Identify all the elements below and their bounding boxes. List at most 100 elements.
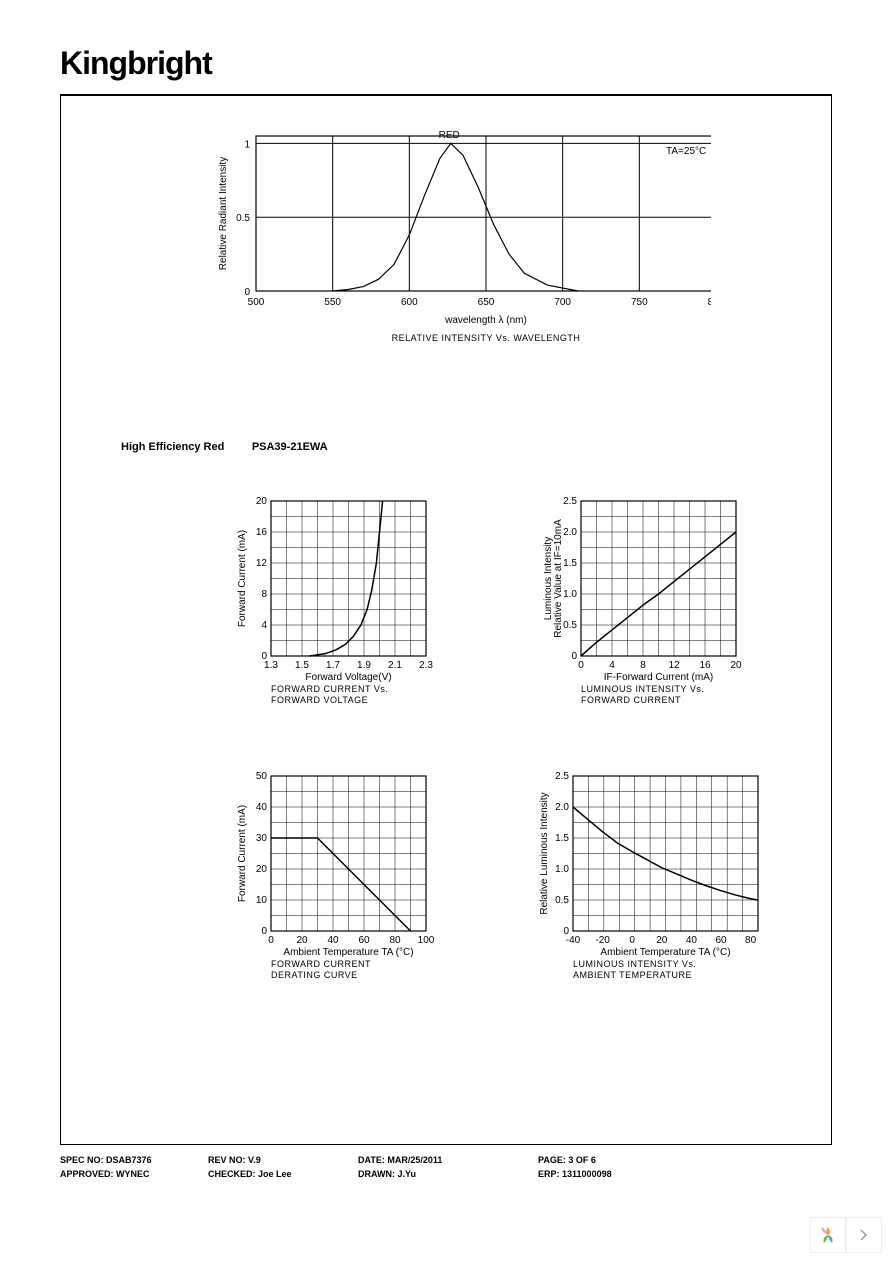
- svg-text:80: 80: [389, 935, 401, 946]
- svg-text:2.5: 2.5: [555, 771, 569, 782]
- svg-text:60: 60: [715, 935, 727, 946]
- svg-text:FORWARD CURRENT: FORWARD CURRENT: [271, 959, 371, 969]
- approved: APPROVED: WYNEC: [60, 1169, 208, 1179]
- svg-text:40: 40: [256, 802, 268, 813]
- part-number: PSA39-21EWA: [252, 441, 328, 453]
- svg-text:20: 20: [730, 660, 742, 671]
- svg-text:0: 0: [268, 935, 274, 946]
- svg-text:1.7: 1.7: [326, 660, 340, 671]
- svg-text:1.5: 1.5: [555, 833, 569, 844]
- svg-text:500: 500: [248, 297, 265, 308]
- svg-text:30: 30: [256, 833, 268, 844]
- brand-logo: Kingbright: [60, 45, 832, 82]
- svg-text:20: 20: [656, 935, 668, 946]
- svg-text:wavelength λ (nm): wavelength λ (nm): [444, 315, 527, 326]
- svg-text:0: 0: [571, 651, 577, 662]
- checked: CHECKED: Joe Lee: [208, 1169, 358, 1179]
- svg-text:600: 600: [401, 297, 418, 308]
- svg-text:750: 750: [631, 297, 648, 308]
- svg-text:Forward Current (mA): Forward Current (mA): [237, 805, 248, 902]
- rev-no: REV NO: V.9: [208, 1155, 358, 1165]
- date: DATE: MAR/25/2011: [358, 1155, 538, 1165]
- svg-text:1.0: 1.0: [555, 864, 569, 875]
- svg-text:10: 10: [256, 895, 268, 906]
- content-frame: 50055060065070075080000.51REDTA=25°Cwave…: [60, 95, 832, 1145]
- svg-text:Relative Luminous Intensity: Relative Luminous Intensity: [539, 792, 550, 914]
- section-label: High Efficiency Red PSA39-21EWA: [121, 441, 791, 453]
- chart-forward-voltage: 1.31.51.71.92.12.3048121620Forward Volta…: [231, 493, 441, 718]
- svg-text:40: 40: [686, 935, 698, 946]
- svg-text:TA=25°C: TA=25°C: [666, 146, 706, 157]
- svg-text:1.5: 1.5: [295, 660, 309, 671]
- svg-text:Ambient Temperature TA (°C): Ambient Temperature TA (°C): [600, 947, 730, 958]
- svg-text:-20: -20: [595, 935, 610, 946]
- svg-text:550: 550: [324, 297, 341, 308]
- svg-text:12: 12: [256, 558, 268, 569]
- svg-text:0: 0: [261, 651, 267, 662]
- footer: SPEC NO: DSAB7376 REV NO: V.9 DATE: MAR/…: [60, 1155, 832, 1179]
- svg-text:700: 700: [554, 297, 571, 308]
- svg-text:0.5: 0.5: [236, 213, 250, 224]
- svg-text:20: 20: [296, 935, 308, 946]
- watermark-next-icon[interactable]: [846, 1217, 882, 1253]
- svg-text:50: 50: [256, 771, 268, 782]
- svg-text:4: 4: [609, 660, 615, 671]
- svg-text:2.3: 2.3: [419, 660, 433, 671]
- svg-text:800: 800: [708, 297, 711, 308]
- svg-text:Forward Current (mA): Forward Current (mA): [237, 530, 248, 627]
- svg-text:RED: RED: [439, 130, 460, 141]
- svg-text:1: 1: [244, 139, 250, 150]
- svg-text:DERATING CURVE: DERATING CURVE: [271, 970, 358, 980]
- svg-text:40: 40: [327, 935, 339, 946]
- chart-luminous-current: 0 4 8 12 16 20 0 0.5 1.0 1.5 2.0 2.5 IF-Forward Curr…: [531, 493, 751, 718]
- svg-text:2.1: 2.1: [388, 660, 402, 671]
- erp: ERP: 1311000098: [538, 1169, 668, 1179]
- svg-text:0: 0: [244, 287, 250, 298]
- svg-text:8: 8: [261, 589, 267, 600]
- svg-text:100: 100: [418, 935, 435, 946]
- svg-text:20: 20: [256, 864, 268, 875]
- svg-text:FORWARD CURRENT Vs.: FORWARD CURRENT Vs.: [271, 684, 388, 694]
- svg-text:Forward Voltage(V): Forward Voltage(V): [305, 672, 391, 683]
- svg-text:FORWARD VOLTAGE: FORWARD VOLTAGE: [271, 695, 368, 705]
- svg-text:16: 16: [699, 660, 711, 671]
- svg-text:0: 0: [261, 926, 267, 937]
- svg-text:Ambient Temperature TA (°C): Ambient Temperature TA (°C): [283, 947, 413, 958]
- svg-text:AMBIENT TEMPERATURE: AMBIENT TEMPERATURE: [573, 970, 692, 980]
- product-type: High Efficiency Red: [121, 441, 224, 453]
- svg-text:650: 650: [478, 297, 495, 308]
- svg-text:Relative Value at IF=10mA: Relative Value at IF=10mA: [553, 519, 564, 638]
- svg-text:1.9: 1.9: [357, 660, 371, 671]
- drawn: DRAWN: J.Yu: [358, 1169, 538, 1179]
- svg-text:FORWARD CURRENT: FORWARD CURRENT: [581, 695, 681, 705]
- svg-text:2.0: 2.0: [563, 527, 577, 538]
- svg-text:0.5: 0.5: [563, 620, 577, 631]
- svg-text:LUMINOUS INTENSITY Vs.: LUMINOUS INTENSITY Vs.: [573, 959, 696, 969]
- svg-text:16: 16: [256, 527, 268, 538]
- svg-text:1.0: 1.0: [563, 589, 577, 600]
- svg-text:60: 60: [358, 935, 370, 946]
- svg-text:RELATIVE INTENSITY Vs. WAVE: RELATIVE INTENSITY Vs. WAVELENGTH: [392, 333, 581, 343]
- svg-text:1.5: 1.5: [563, 558, 577, 569]
- chart-temp: -40-2002040608000.51.01.52.02.5Ambient T…: [531, 768, 781, 993]
- svg-text:2.0: 2.0: [555, 802, 569, 813]
- svg-text:4: 4: [261, 620, 267, 631]
- chart-derating: 0 20 40 60 80 100 0 10 20 30 40 50 Ambient Temperatu…: [231, 768, 441, 993]
- svg-text:LUMINOUS INTENSITY Vs.: LUMINOUS INTENSITY Vs.: [581, 684, 704, 694]
- spec-no: SPEC NO: DSAB7376: [60, 1155, 208, 1165]
- svg-text:8: 8: [640, 660, 646, 671]
- svg-text:IF-Forward Current (mA): IF-Forward Current (mA): [604, 672, 713, 683]
- svg-text:2.5: 2.5: [563, 496, 577, 507]
- svg-text:20: 20: [256, 496, 268, 507]
- chart-wavelength: 500 550 600 650 700 750 800 0 0.5 1 RED TA=25°C wave…: [211, 126, 791, 361]
- svg-text:12: 12: [668, 660, 680, 671]
- watermark: [810, 1217, 882, 1253]
- watermark-logo-icon: [810, 1217, 846, 1253]
- svg-text:0: 0: [563, 926, 569, 937]
- svg-text:0.5: 0.5: [555, 895, 569, 906]
- svg-text:0: 0: [629, 935, 635, 946]
- page: PAGE: 3 OF 6: [538, 1155, 668, 1165]
- svg-text:80: 80: [745, 935, 757, 946]
- svg-text:Relative Radiant Intensity: Relative Radiant Intensity: [218, 157, 229, 270]
- svg-text:0: 0: [578, 660, 584, 671]
